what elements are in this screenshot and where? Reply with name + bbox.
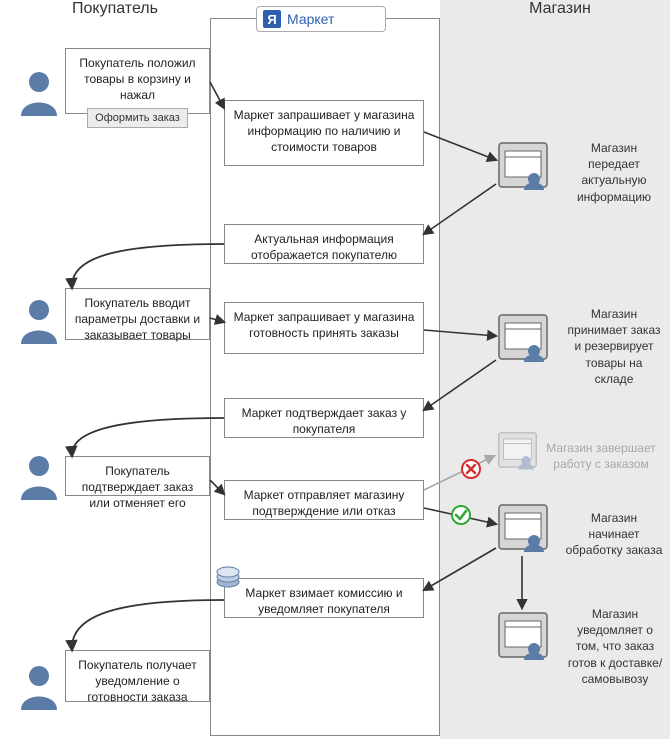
box-buyer-notify: Покупатель получает уведомление о готовн… — [65, 650, 210, 702]
box-market-1: Маркет запрашивает у магазина информацию… — [224, 100, 424, 166]
box-buyer-cart: Покупатель положил товары в корзину и на… — [65, 48, 210, 114]
box-buyer-delivery: Покупатель вводит параметры доставки и з… — [65, 288, 210, 340]
box-market-6: Маркет взимает комиссию и уведомляет пок… — [224, 578, 424, 618]
store-text-4: Магазин начинает обработку заказа — [565, 510, 663, 559]
store-text-5: Магазин уведомляет о том, что заказ гото… — [565, 606, 665, 687]
store-text-2: Магазин принимает заказ и резервирует то… — [565, 306, 663, 387]
box-buyer-confirm: Покупатель подтверждает заказ или отменя… — [65, 456, 210, 496]
box-market-3: Маркет запрашивает у магазина готовность… — [224, 302, 424, 354]
market-logo: Я Маркет — [256, 6, 386, 32]
box-market-5: Маркет отправляет магазину подтверждение… — [224, 480, 424, 520]
market-logo-text: Маркет — [287, 11, 334, 27]
store-text-3: Магазин завершает работу с заказом — [542, 440, 660, 472]
box-market-4: Маркет подтверждает заказ у покупателя — [224, 398, 424, 438]
header-store: Магазин — [505, 0, 615, 18]
yandex-y-icon: Я — [263, 10, 281, 28]
checkout-button-chip: Оформить заказ — [87, 108, 188, 129]
box-buyer-cart-text: Покупатель положил товары в корзину и на… — [79, 56, 195, 102]
box-market-2: Актуальная информация отображается покуп… — [224, 224, 424, 264]
header-buyer: Покупатель — [40, 0, 190, 18]
store-text-1: Магазин передает актуальную информацию — [565, 140, 663, 205]
